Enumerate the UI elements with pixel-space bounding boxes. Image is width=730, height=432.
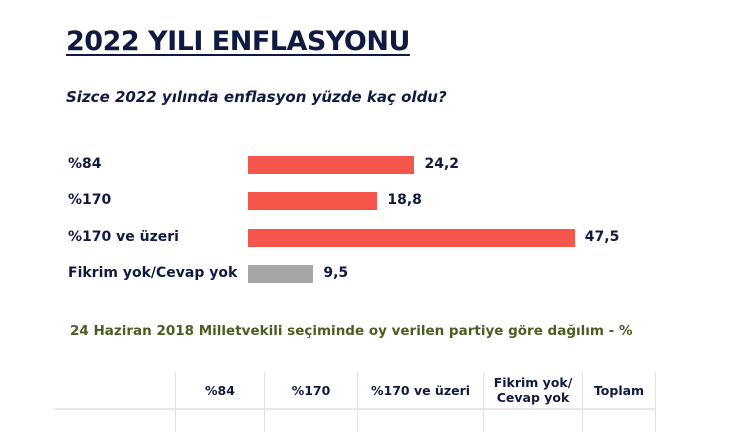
value-label: 47,5	[584, 229, 620, 245]
category-label: Fikrim yok/Cevap yok	[68, 265, 238, 281]
category-label: %170 ve üzeri	[68, 229, 179, 245]
category-label: %170	[68, 192, 112, 208]
table-header-row: %84 %170 %170 ve üzeri Fikrim yok/ Cevap…	[55, 372, 656, 409]
table-header: Toplam	[582, 372, 656, 409]
value-label: 24,2	[424, 156, 460, 172]
table-header: Fikrim yok/ Cevap yok	[483, 372, 583, 409]
page-title: 2022 YILI ENFLASYONU	[66, 26, 410, 57]
value-label: 9,5	[323, 265, 349, 281]
value-label: 18,8	[387, 192, 422, 208]
bar	[248, 229, 575, 247]
bar	[248, 192, 378, 210]
table-row	[55, 408, 656, 432]
distribution-table: %84 %170 %170 ve üzeri Fikrim yok/ Cevap…	[55, 372, 656, 432]
table-header: %170 ve üzeri	[357, 372, 484, 409]
table-header: %170	[264, 372, 358, 409]
bar	[248, 265, 314, 283]
question: Sizce 2022 yılında enflasyon yüzde kaç o…	[66, 88, 447, 106]
table-header-blank	[55, 372, 176, 409]
table-header: %84	[175, 372, 265, 409]
table-subtitle: 24 Haziran 2018 Milletvekili seçiminde o…	[70, 323, 633, 339]
category-label: %84	[68, 156, 102, 172]
bar	[248, 156, 415, 174]
